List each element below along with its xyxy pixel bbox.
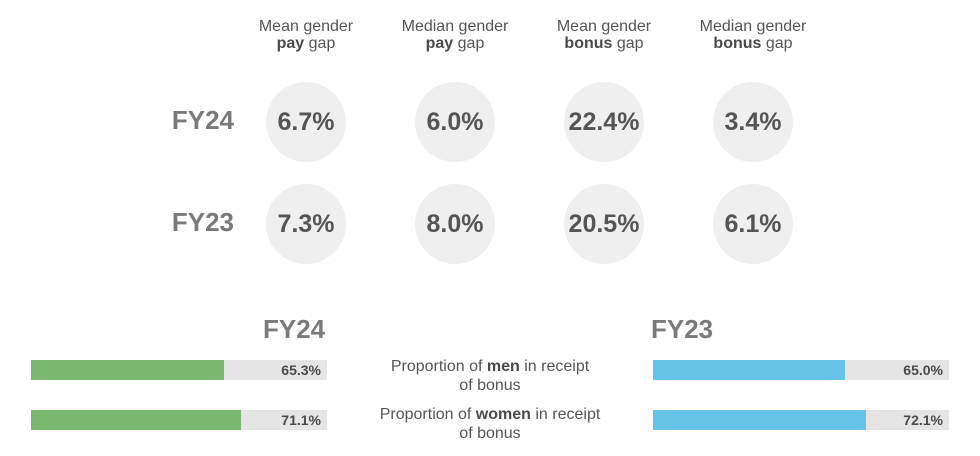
header-mean-pay-gap: Mean gender pay gap <box>231 18 381 52</box>
section-title-fy23: FY23 <box>651 314 714 344</box>
label-bold: women <box>475 406 531 423</box>
bar-track-fy23-men: 65.0% <box>653 360 949 380</box>
header-bold: pay <box>276 35 305 52</box>
header-median-bonus-gap: Median gender bonus gap <box>678 18 828 52</box>
header-rest: gap <box>616 35 644 52</box>
row-label-fy24: FY24 <box>171 105 234 135</box>
header-bold: bonus <box>564 35 613 52</box>
label-men-bonus: Proportion of men in receipt of bonus <box>360 357 620 395</box>
label-post: in receipt <box>535 406 601 423</box>
header-line1: Mean gender <box>556 18 652 35</box>
header-line1: Median gender <box>401 18 509 35</box>
label-line2: of bonus <box>459 377 521 394</box>
value-circle: 7.3% <box>266 184 346 264</box>
bar-fill-fy23-men <box>653 360 846 380</box>
value-circle: 22.4% <box>564 82 644 162</box>
header-rest: gap <box>765 35 793 52</box>
header-bold: pay <box>425 35 454 52</box>
value-circle: 3.4% <box>713 82 793 162</box>
bar-value-label: 71.1% <box>281 412 321 428</box>
header-median-pay-gap: Median gender pay gap <box>380 18 530 52</box>
bar-fill-fy23-women <box>653 410 867 430</box>
label-bold: men <box>486 358 520 375</box>
value-circle: 6.0% <box>415 82 495 162</box>
value-circle: 6.1% <box>713 184 793 264</box>
header-line1: Mean gender <box>258 18 354 35</box>
bar-track-fy24-women: 71.1% <box>31 410 327 430</box>
header-line1: Median gender <box>699 18 807 35</box>
section-title-fy24: FY24 <box>263 314 326 344</box>
header-bold: bonus <box>713 35 762 52</box>
bar-track-fy24-men: 65.3% <box>31 360 327 380</box>
header-rest: gap <box>457 35 485 52</box>
bar-fill-fy24-men <box>31 360 225 380</box>
header-rest: gap <box>308 35 336 52</box>
label-pre: Proportion of <box>390 358 483 375</box>
label-pre: Proportion of <box>379 406 472 423</box>
bar-value-label: 65.0% <box>903 362 943 378</box>
row-label-fy23: FY23 <box>171 207 234 237</box>
bar-value-label: 65.3% <box>281 362 321 378</box>
label-line2: of bonus <box>459 425 521 442</box>
label-post: in receipt <box>524 358 590 375</box>
value-circle: 20.5% <box>564 184 644 264</box>
header-mean-bonus-gap: Mean gender bonus gap <box>529 18 679 52</box>
value-circle: 8.0% <box>415 184 495 264</box>
bar-track-fy23-women: 72.1% <box>653 410 949 430</box>
value-circle: 6.7% <box>266 82 346 162</box>
bar-value-label: 72.1% <box>903 412 943 428</box>
label-women-bonus: Proportion of women in receipt of bonus <box>360 405 620 443</box>
bar-fill-fy24-women <box>31 410 242 430</box>
